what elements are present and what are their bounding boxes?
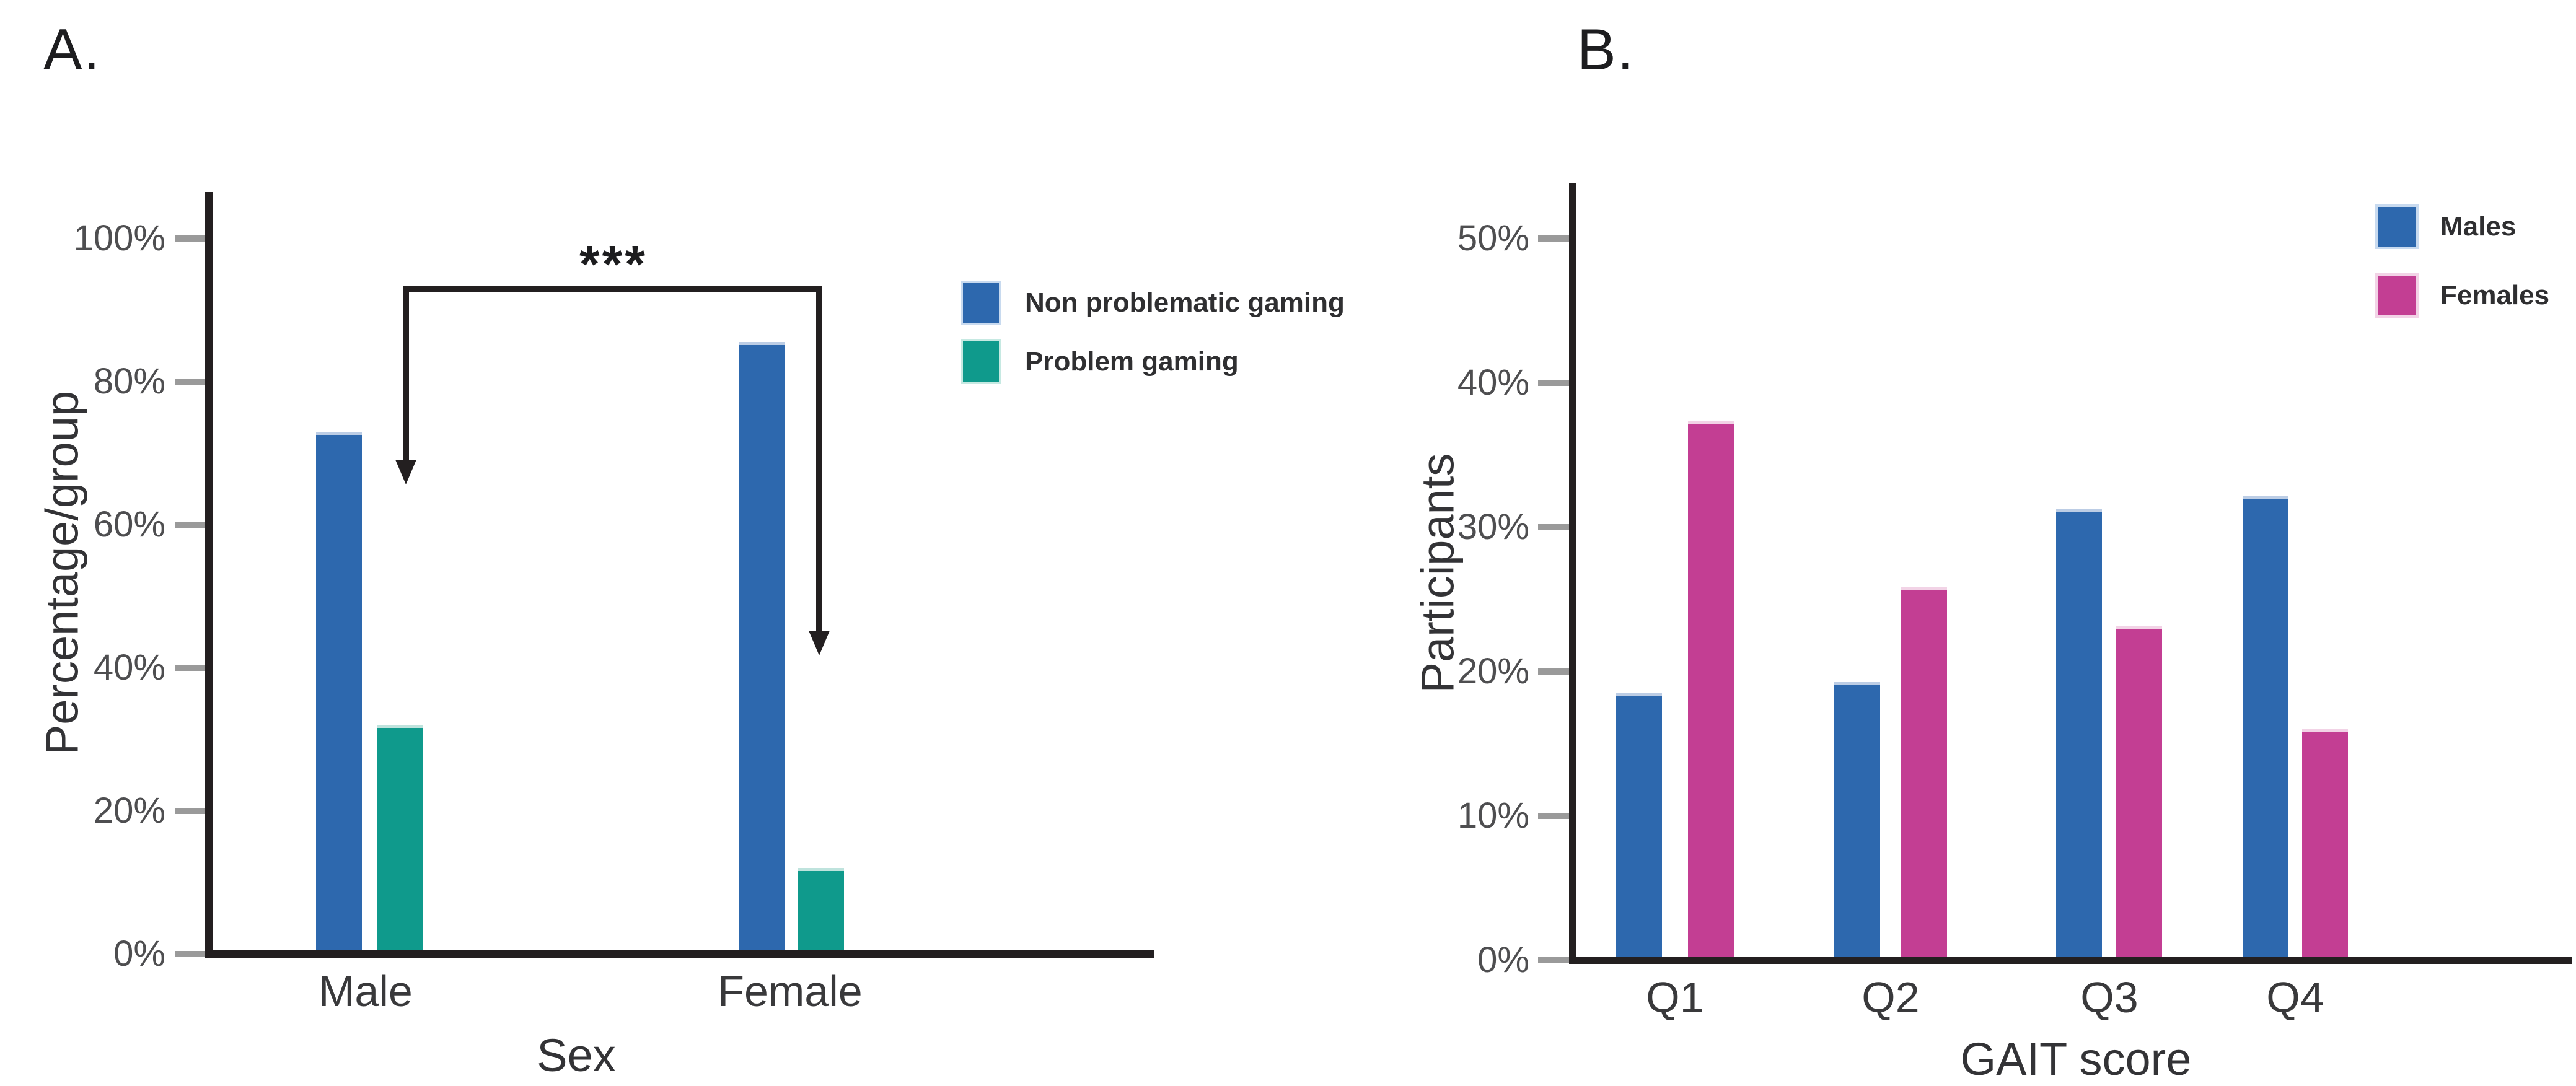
bar-non-problematic-gaming-male	[316, 432, 362, 950]
x-category-label: Male	[319, 967, 413, 1015]
legend-swatch-males	[2375, 204, 2419, 249]
y-tick-mark	[175, 522, 205, 528]
bar-problem-gaming-female	[798, 868, 844, 950]
y-tick-mark	[1538, 380, 1569, 386]
legend-item: Non problematic gaming	[961, 281, 1345, 325]
panel-a-legend: Non problematic gaming Problem gaming	[961, 281, 1345, 384]
x-category-label: Q1	[1646, 973, 1704, 1022]
legend-label-males: Males	[2440, 211, 2517, 242]
y-tick-label: 40%	[93, 647, 165, 688]
y-tick-mark	[175, 665, 205, 671]
legend-swatch-problem-gaming	[961, 339, 1001, 384]
panel-b-plot: 0% 10% 20% 30% 40% 50% Q1 Q2 Q3 Q4	[1457, 183, 2572, 1022]
bar-females-q4	[2302, 729, 2348, 957]
panel-a-y-axis	[205, 192, 213, 954]
y-tick-label: 20%	[1457, 651, 1529, 691]
y-tick-label: 20%	[93, 790, 165, 831]
bar-males-q4	[2243, 496, 2288, 957]
panel-a-y-axis-title: Percentage/group	[36, 390, 88, 756]
bar-females-q1	[1688, 421, 1734, 957]
y-tick-mark	[175, 235, 205, 242]
panel-a-x-axis	[205, 950, 1154, 958]
y-tick-mark	[175, 379, 205, 385]
y-tick-mark	[175, 951, 205, 957]
y-tick-mark	[1538, 235, 1569, 242]
panel-b-x-axis	[1569, 957, 2572, 964]
bar-males-q1	[1616, 693, 1662, 957]
y-tick-label: 0%	[113, 934, 165, 974]
legend-label-problem-gaming: Problem gaming	[1025, 346, 1239, 377]
panel-b-label: B.	[1577, 17, 1635, 82]
y-tick-label: 40%	[1457, 362, 1529, 403]
x-category-label: Q4	[2266, 973, 2324, 1022]
bar-problem-gaming-male	[377, 725, 423, 950]
legend-label-non-problematic: Non problematic gaming	[1025, 287, 1345, 318]
x-category-label: Q3	[2080, 973, 2139, 1022]
y-tick-label: 50%	[1457, 218, 1529, 258]
y-tick-label: 60%	[93, 504, 165, 545]
bar-females-q2	[1901, 587, 1947, 957]
legend-item: Problem gaming	[961, 339, 1345, 384]
y-tick-mark	[1538, 668, 1569, 675]
bar-females-q3	[2116, 626, 2162, 957]
panel-a-plot: *** 0% 20% 40% 60% 80% 100% Male Female	[74, 192, 1154, 1015]
significance-bracket-horizontal	[403, 286, 822, 292]
panel-b-legend: Males Females	[2375, 204, 2549, 318]
x-category-label: Female	[718, 967, 863, 1015]
y-tick-label: 30%	[1457, 507, 1529, 547]
panel-a-x-axis-title: Sex	[537, 1030, 616, 1081]
panel-b-y-axis	[1569, 183, 1576, 960]
significance-arrowhead-left-icon	[395, 460, 416, 484]
bar-non-problematic-gaming-female	[739, 342, 785, 950]
y-tick-mark	[175, 808, 205, 814]
y-tick-label: 100%	[73, 218, 165, 258]
y-tick-label: 80%	[93, 361, 165, 401]
significance-bracket-right-arm	[816, 286, 822, 631]
significance-arrowhead-right-icon	[809, 631, 830, 655]
bar-males-q3	[2056, 509, 2102, 957]
y-tick-mark	[1538, 957, 1569, 963]
legend-item: Males	[2375, 204, 2549, 249]
legend-item: Females	[2375, 273, 2549, 318]
x-category-label: Q2	[1862, 973, 1920, 1022]
bar-males-q2	[1834, 682, 1880, 957]
y-tick-mark	[1538, 524, 1569, 530]
y-tick-mark	[1538, 813, 1569, 819]
y-tick-label: 0%	[1477, 940, 1529, 980]
significance-stars: ***	[579, 235, 648, 293]
legend-swatch-females	[2375, 273, 2419, 318]
significance-bracket-left-arm	[403, 286, 409, 460]
panel-b-y-axis-title: Participants	[1412, 453, 1464, 693]
panel-a-label: A.	[43, 17, 101, 82]
y-tick-label: 10%	[1457, 795, 1529, 836]
panel-b-x-axis-title: GAIT score	[1960, 1033, 2192, 1085]
legend-label-females: Females	[2440, 280, 2550, 310]
legend-swatch-non-problematic	[961, 281, 1001, 325]
